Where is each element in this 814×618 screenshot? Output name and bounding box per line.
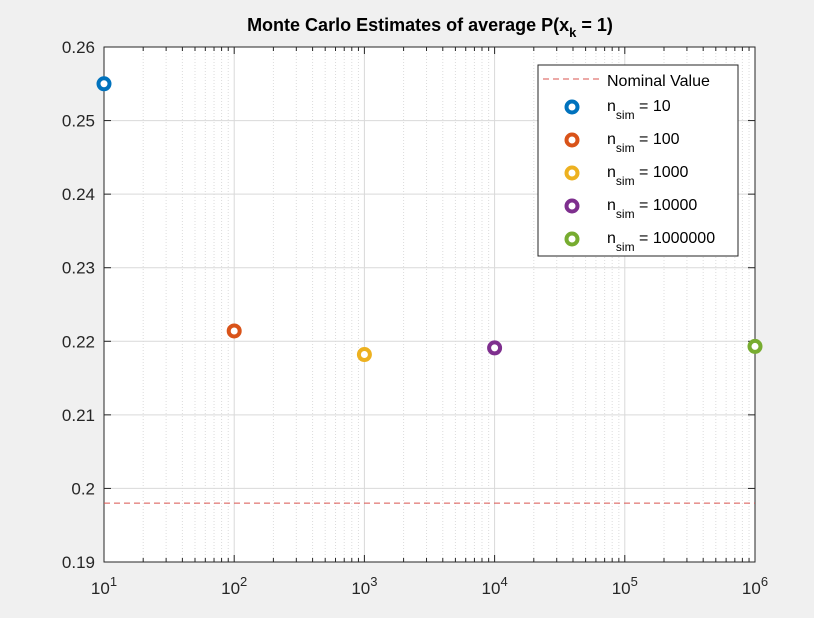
y-tick-label: 0.25 [62, 112, 95, 131]
legend-series-swatch [564, 231, 580, 247]
legend: Nominal Value nsim = 10 nsim = 100 nsim = 1… [537, 64, 739, 257]
x-tick-label: 104 [482, 574, 508, 598]
x-tick-label: 106 [742, 574, 768, 598]
legend-series-label: nsim = 1000000 [607, 230, 715, 254]
data-point [747, 338, 763, 354]
axis-ticks [103, 46, 756, 563]
y-axis-tick-labels: 0.19 0.2 0.21 0.22 0.23 0.24 0.25 0.26 [62, 38, 95, 572]
legend-series-swatch [564, 198, 580, 214]
y-tick-label: 0.2 [71, 479, 95, 498]
legend-series-swatch [564, 165, 580, 181]
data-points [96, 76, 763, 363]
legend-nominal-label: Nominal Value [607, 73, 710, 90]
data-point [226, 323, 242, 339]
data-point [356, 347, 372, 363]
legend-series-swatch [564, 99, 580, 115]
data-point [96, 76, 112, 92]
legend-series-label: nsim = 1000 [607, 164, 689, 188]
legend-series-label: nsim = 100 [607, 131, 680, 155]
plot-frame [103, 46, 756, 563]
chart-title: Monte Carlo Estimates of average P(xk = … [247, 15, 613, 40]
x-tick-label: 102 [221, 574, 247, 598]
y-tick-label: 0.24 [62, 185, 95, 204]
y-tick-label: 0.22 [62, 332, 95, 351]
y-tick-label: 0.26 [62, 38, 95, 57]
x-axis-tick-labels: 101 102 103 104 105 106 [91, 574, 768, 598]
legend-series-label: nsim = 10 [607, 98, 671, 122]
y-tick-label: 0.23 [62, 259, 95, 278]
y-tick-label: 0.21 [62, 406, 95, 425]
legend-series-swatch [564, 132, 580, 148]
minor-grid [142, 47, 750, 562]
x-tick-label: 103 [351, 574, 377, 598]
x-tick-label: 101 [91, 574, 117, 598]
legend-box [537, 64, 739, 257]
data-point [487, 340, 503, 356]
y-tick-label: 0.19 [62, 553, 95, 572]
legend-series-label: nsim = 10000 [607, 197, 697, 221]
x-tick-label: 105 [612, 574, 638, 598]
